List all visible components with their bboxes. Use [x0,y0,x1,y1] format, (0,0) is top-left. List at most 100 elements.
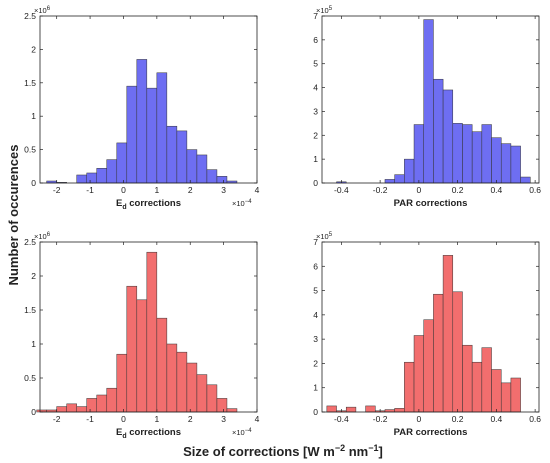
histogram-bar [76,174,87,184]
y-tick-label: 0 [313,178,318,188]
axes-frame [321,15,540,184]
figure-xlabel: Size of corrections [W m−2 nm−1] [183,443,383,459]
x-tick-label: -1 [86,414,94,424]
histogram-bar [500,143,512,184]
histogram-bar [452,291,463,413]
x-tick-label: 0.6 [529,185,541,195]
y-tick-label: 1.5 [24,305,36,315]
histogram-bar [394,408,405,413]
y-exponent-label: ×106 [34,232,51,241]
histogram-bar [462,124,473,184]
y-tick-label: 0 [31,178,36,188]
figure-ylabel: Number of occurences [6,145,21,286]
histogram-bar [86,398,98,413]
histogram-bar [510,145,521,184]
y-tick-label: 1.5 [24,78,36,88]
histogram-bar [206,384,218,413]
histogram-bar [96,168,108,184]
histogram-bar [166,125,178,184]
histogram-bar [520,176,531,184]
histogram-bar [116,142,128,184]
y-tick-label: 6 [313,35,318,45]
histogram-bar [106,159,118,184]
x-tick-label: -0.4 [334,414,349,424]
histogram-panel-bottom-left: -2 -1 0 1 2 3 4 0 0.5 1 1.5 2 2.5×106 ×10−4 Ed correct… [24,232,259,440]
x-tick-label: 0.4 [490,414,502,424]
histogram-bar [76,406,87,413]
histogram-bar [136,299,148,413]
x-tick-label: 0 [417,414,422,424]
histogram-bar [116,353,128,413]
y-tick-label: 2 [313,358,318,368]
y-tick-label: 2 [31,44,36,54]
histogram-bar [481,124,492,184]
histogram-bar [500,382,512,413]
histogram-bar [136,59,148,184]
x-tick-label: 3 [221,414,226,424]
x-tick-label: 4 [255,414,260,424]
y-exponent-label: ×105 [316,6,333,15]
histogram-bar [86,172,98,184]
histogram-bar [413,335,424,413]
y-tick-label: 2.5 [24,237,36,247]
histogram-bar [423,319,434,413]
histogram-bar [126,85,138,184]
histogram-bar [442,255,454,413]
x-tick-label: 0.2 [452,185,464,195]
histogram-bar [433,293,444,413]
histogram-bar [156,317,168,413]
y-tick-label: 0.5 [24,145,36,155]
axes-frame [39,15,258,184]
y-tick-label: 5 [313,59,318,69]
histogram-bar [176,130,188,184]
y-tick-label: 1 [313,383,318,393]
y-tick-label: 1 [31,111,36,121]
histogram-bar [96,394,108,413]
histogram-bar [423,19,434,184]
y-tick-label: 7 [313,11,318,21]
x-tick-label: 1 [154,185,159,195]
y-tick-label: 1 [313,154,318,164]
x-tick-label: -2 [53,185,61,195]
x-tick-label: -0.2 [373,185,388,195]
histogram-bar [146,87,158,184]
histogram-bar [510,377,521,413]
x-tick-label: 0.2 [452,414,464,424]
histogram-bar [106,387,118,413]
histogram-bar [452,123,463,184]
histogram-bar [126,285,138,413]
y-tick-label: 2 [31,271,36,281]
histogram-bar [491,137,502,184]
y-tick-label: 0 [313,407,318,417]
x-tick-label: 4 [255,185,260,195]
y-tick-label: 5 [313,286,318,296]
histogram-bar [186,149,198,184]
y-tick-label: 2 [313,130,318,140]
histogram-bar [433,78,444,184]
histogram-bar [345,406,357,413]
histogram-bar [404,158,415,184]
y-tick-label: 2.5 [24,11,36,21]
x-tick-label: 0.4 [490,185,502,195]
histogram-bar [462,344,473,413]
histogram-bar [365,405,376,413]
x-tick-label: 0 [417,185,422,195]
axes-frame [321,241,540,413]
y-tick-label: 7 [313,237,318,247]
y-tick-label: 6 [313,261,318,271]
histogram-bar [146,251,158,413]
x-axis-label: Ed corrections [116,198,181,211]
y-tick-label: 3 [313,106,318,116]
histogram-bar [404,361,415,413]
x-axis-label: Ed corrections [116,427,181,440]
histogram-bar [156,72,168,184]
y-tick-label: 4 [313,310,318,320]
histogram-bar [166,343,178,413]
histogram-bar [384,179,395,184]
y-tick-label: 0.5 [24,373,36,383]
x-axis-label: PAR corrections [394,427,468,438]
histogram-bar [216,398,228,413]
x-tick-label: 0 [121,185,126,195]
x-tick-label: -0.2 [373,414,388,424]
